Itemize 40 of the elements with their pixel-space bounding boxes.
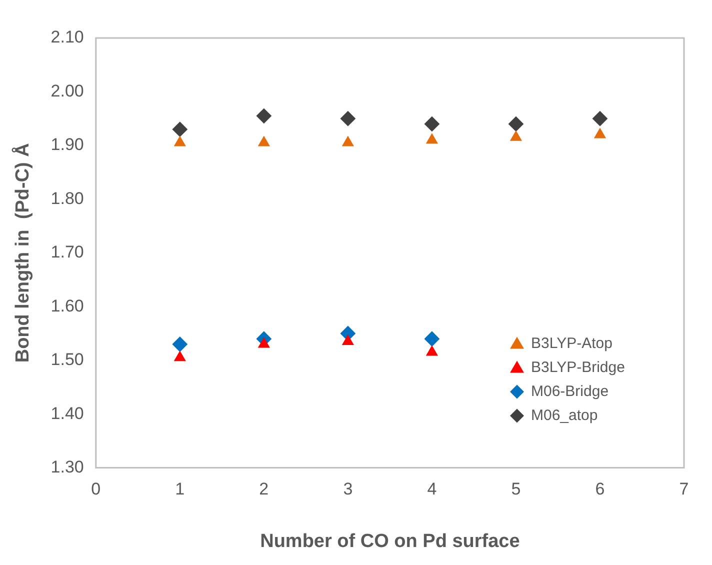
x-axis-title: Number of CO on Pd surface xyxy=(260,530,520,552)
y-tick-label: 1.30 xyxy=(50,457,84,476)
x-tick-label: 2 xyxy=(259,480,269,499)
y-tick-label: 1.40 xyxy=(50,404,84,423)
point xyxy=(510,130,522,141)
y-tick-label: 1.90 xyxy=(50,135,84,154)
x-tick-label: 5 xyxy=(511,480,521,499)
point xyxy=(258,136,270,146)
point xyxy=(426,346,438,356)
point xyxy=(340,111,356,126)
point xyxy=(592,111,608,126)
x-tick-label: 7 xyxy=(679,480,689,499)
point xyxy=(342,136,354,146)
point xyxy=(174,351,186,362)
legend-label: B3LYP-Atop xyxy=(531,334,612,352)
y-tick-label: 2.00 xyxy=(50,81,84,100)
legend-label: M06_atop xyxy=(531,406,598,424)
x-tick-label: 1 xyxy=(175,480,185,499)
point xyxy=(172,336,188,352)
y-tick-label: 1.50 xyxy=(50,350,84,370)
x-tick-label: 0 xyxy=(91,480,101,499)
point xyxy=(172,122,188,137)
legend-label: B3LYP-Bridge xyxy=(531,358,625,376)
y-tick-label: 1.80 xyxy=(50,188,84,208)
point xyxy=(174,136,186,146)
point xyxy=(424,331,440,346)
point xyxy=(508,116,524,132)
point xyxy=(594,128,606,138)
x-tick-label: 6 xyxy=(595,480,605,499)
y-tick-label: 1.60 xyxy=(50,296,84,316)
y-tick-label: 1.70 xyxy=(50,242,84,262)
x-tick-label: 4 xyxy=(427,480,437,499)
point xyxy=(256,108,272,124)
y-tick-label: 2.10 xyxy=(50,28,84,47)
point xyxy=(426,134,438,144)
point xyxy=(342,335,354,346)
point xyxy=(424,116,440,132)
y-axis-title: Bond length in (Pd-C) Å xyxy=(12,142,34,363)
x-tick-label: 3 xyxy=(343,480,353,499)
legend-label: M06-Bridge xyxy=(531,382,609,400)
